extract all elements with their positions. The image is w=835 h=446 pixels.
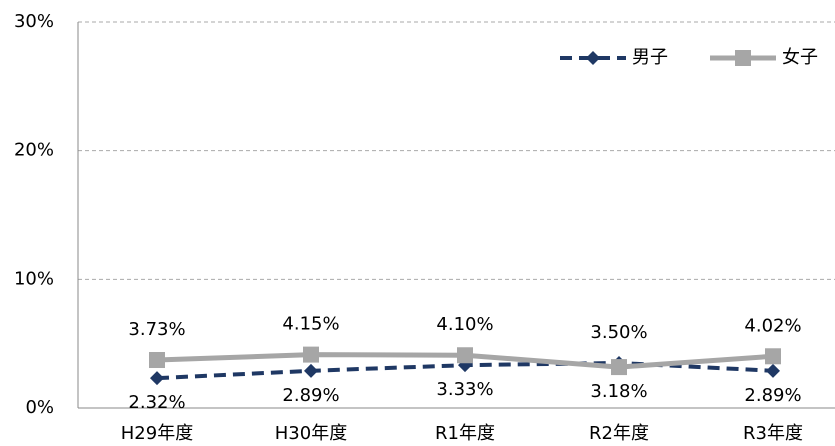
data-point — [304, 363, 318, 378]
data-label: 4.10% — [436, 314, 493, 335]
data-label: 2.89% — [282, 385, 339, 406]
y-tick-label: 30% — [14, 11, 54, 32]
x-tick-label: R3年度 — [743, 423, 803, 444]
data-label: 2.89% — [744, 385, 801, 406]
data-label: 3.50% — [590, 322, 647, 343]
data-point — [457, 347, 473, 364]
x-tick-label: R1年度 — [435, 423, 495, 444]
data-label: 3.73% — [128, 319, 185, 340]
data-point — [611, 359, 627, 376]
data-point — [150, 371, 164, 386]
data-label: 3.33% — [436, 379, 493, 400]
data-label: 4.02% — [744, 315, 801, 336]
data-point — [149, 352, 165, 369]
data-label: 2.32% — [128, 392, 185, 413]
x-tick-label: R2年度 — [589, 423, 649, 444]
y-tick-label: 0% — [25, 397, 54, 418]
legend-marker — [735, 50, 751, 66]
data-label: 4.15% — [282, 314, 339, 335]
legend-label: 女子 — [782, 47, 818, 68]
x-tick-label: H29年度 — [121, 423, 193, 444]
data-point — [766, 363, 780, 378]
x-tick-label: H30年度 — [275, 423, 347, 444]
data-point — [303, 346, 319, 363]
legend-label: 男子 — [632, 47, 668, 68]
data-point — [765, 348, 781, 365]
legend-marker — [586, 51, 600, 65]
y-tick-label: 20% — [14, 140, 54, 161]
y-tick-label: 10% — [14, 268, 54, 289]
data-label: 3.18% — [590, 381, 647, 402]
